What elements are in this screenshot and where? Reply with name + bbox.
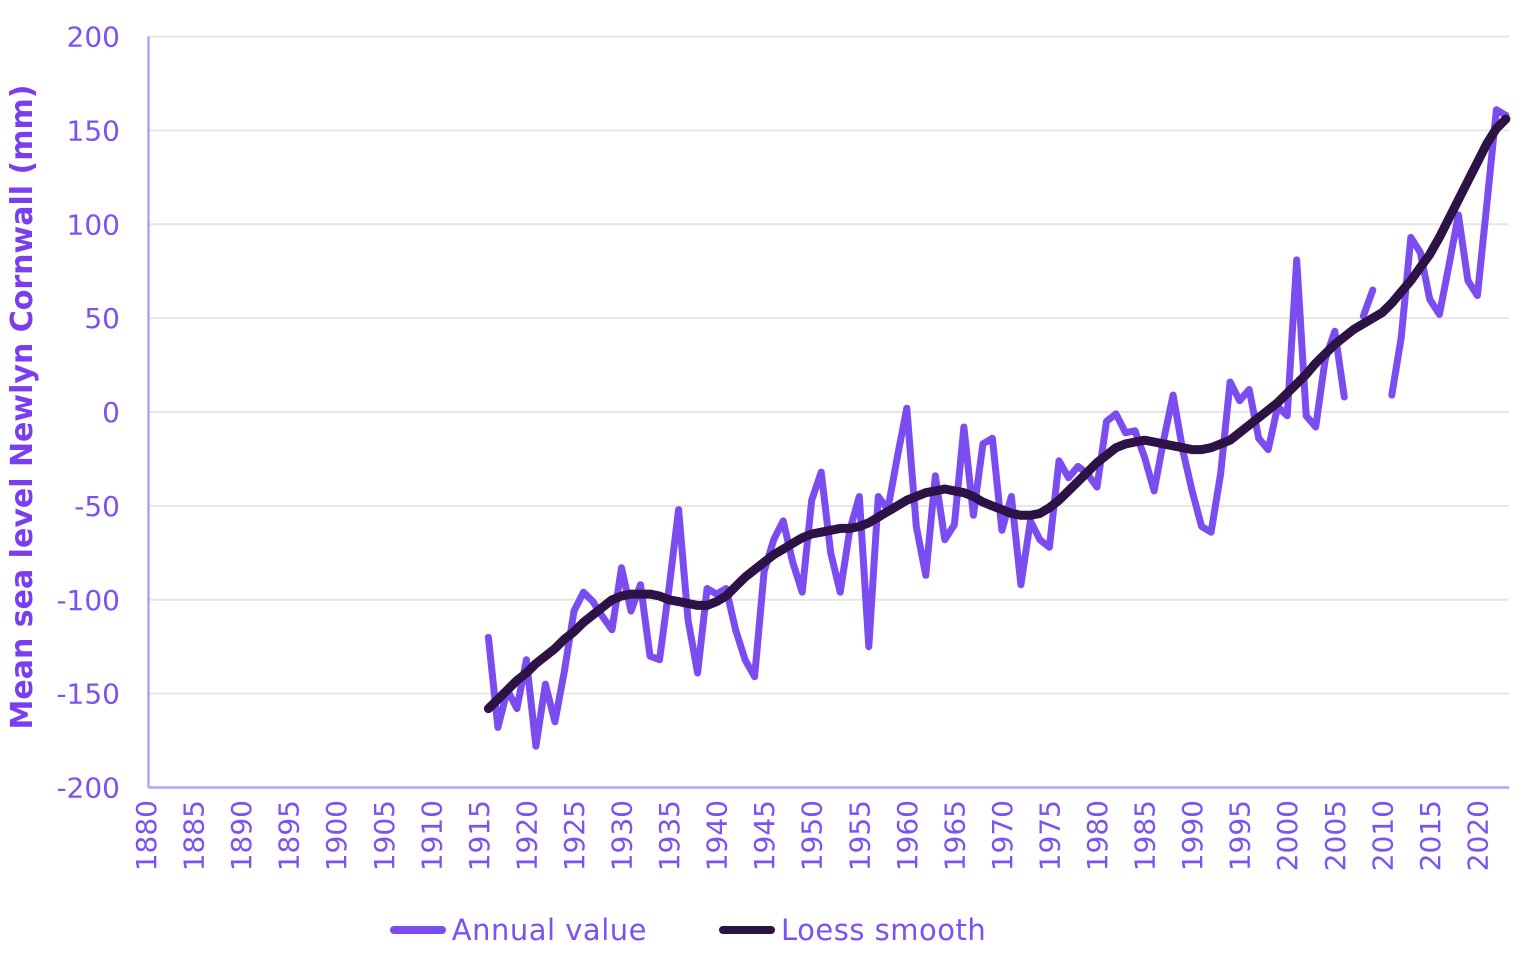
- x-tick-label: 1990: [1176, 800, 1209, 871]
- x-tick-label: 1895: [273, 800, 306, 871]
- x-tick-label: 1935: [653, 800, 686, 871]
- x-tick-label: 2020: [1461, 800, 1494, 871]
- annual-line-swatch: [389, 926, 446, 934]
- x-tick-label: 1910: [415, 800, 448, 871]
- legend-item-loess[interactable]: Loess smooth: [718, 913, 987, 947]
- x-tick-label: 1975: [1033, 800, 1066, 871]
- y-tick-label: -150: [56, 678, 120, 711]
- x-tick-label: 1950: [796, 800, 829, 871]
- y-axis-title: Mean sea level Newlyn Cornwall (mm): [5, 85, 40, 730]
- x-tick-label: 1915: [463, 800, 496, 871]
- legend-label-loess: Loess smooth: [780, 913, 987, 947]
- x-tick-label: 1940: [701, 800, 734, 871]
- x-tick-label: 1980: [1081, 800, 1114, 871]
- x-tick-label: 2010: [1366, 800, 1399, 871]
- y-tick-label: -100: [56, 584, 120, 617]
- x-tick-label: 2000: [1271, 800, 1304, 871]
- y-tick-label: 100: [67, 208, 120, 241]
- x-tick-label: 1880: [130, 800, 163, 871]
- x-tick-label: 1905: [368, 800, 401, 871]
- x-tick-label: 1945: [748, 800, 781, 871]
- x-tick-label: 1890: [225, 800, 258, 871]
- x-tick-label: 1960: [891, 800, 924, 871]
- x-tick-label: 2005: [1319, 800, 1352, 871]
- loess-line-swatch: [718, 926, 775, 934]
- legend-item-annual[interactable]: Annual value: [389, 913, 647, 947]
- legend-label-annual: Annual value: [451, 913, 647, 947]
- x-tick-label: 1995: [1224, 800, 1257, 871]
- x-tick-label: 1925: [558, 800, 591, 871]
- x-tick-label: 1955: [843, 800, 876, 871]
- x-tick-label: 2015: [1414, 800, 1447, 871]
- x-tick-label: 1885: [178, 800, 211, 871]
- y-tick-label: 50: [84, 302, 120, 335]
- y-tick-label: -200: [56, 772, 120, 805]
- chart-legend: Annual value Loess smooth: [0, 905, 1456, 955]
- x-tick-label: 1970: [986, 800, 1019, 871]
- y-tick-label: 0: [102, 396, 120, 429]
- annual-value-line: [484, 106, 1510, 750]
- x-tick-label: 1920: [510, 800, 543, 871]
- x-tick-label: 1930: [606, 800, 639, 871]
- x-tick-label: 1985: [1129, 800, 1162, 871]
- x-tick-label: 1965: [938, 800, 971, 871]
- y-tick-label: 200: [67, 21, 120, 54]
- y-tick-label: 150: [67, 114, 120, 147]
- x-tick-label: 1900: [320, 800, 353, 871]
- y-tick-label: -50: [74, 490, 120, 523]
- loess-smooth-line: [483, 114, 1511, 714]
